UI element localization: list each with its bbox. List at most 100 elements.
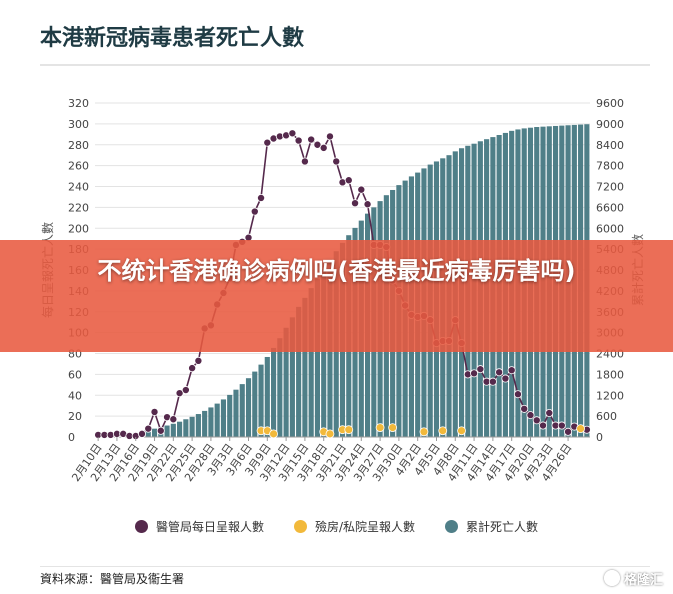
daily-deaths-point — [545, 408, 554, 417]
cumulative-bar — [239, 384, 245, 437]
logo-icon — [603, 570, 620, 586]
daily-deaths-point — [300, 157, 309, 166]
y-tick-label-right: 6000 — [596, 222, 624, 235]
legend-item-private: 殮房/私院呈報人數 — [293, 518, 415, 535]
cumulative-bar — [195, 414, 201, 437]
daily-deaths-point — [307, 135, 316, 144]
y-tick-label-right: 6600 — [596, 201, 624, 214]
cumulative-bar — [277, 338, 283, 437]
legend-item-daily-deaths: 醫管局每日呈報人數 — [134, 518, 264, 535]
daily-deaths-point — [257, 193, 266, 202]
private-report-point — [388, 423, 398, 433]
legend-swatch-daily-deaths — [134, 520, 148, 533]
legend-swatch-private — [293, 520, 307, 533]
cumulative-bar — [202, 410, 208, 437]
cumulative-bar — [321, 269, 327, 437]
daily-deaths-point — [194, 356, 203, 365]
daily-deaths-point — [263, 138, 272, 147]
y-tick-label-left: 320 — [68, 97, 89, 110]
banner-headline: 不统计香港确诊病例吗(香港最近病毒厉害吗) — [97, 257, 576, 285]
daily-deaths-point — [357, 185, 366, 194]
y-tick-label-right: 600 — [596, 410, 617, 423]
cumulative-bar — [164, 425, 170, 437]
private-report-point — [344, 425, 354, 435]
daily-deaths-point — [520, 404, 529, 413]
cumulative-bar — [208, 407, 214, 437]
y-tick-label-right: 0 — [596, 431, 603, 444]
overlay-banner — [0, 240, 673, 352]
daily-deaths-point — [476, 365, 485, 374]
daily-deaths-point — [150, 407, 159, 416]
daily-deaths-point — [501, 374, 510, 383]
title-divider — [40, 64, 650, 66]
cumulative-bar — [296, 306, 302, 437]
y-tick-label-right: 9000 — [596, 118, 624, 131]
daily-deaths-point — [188, 364, 197, 373]
daily-deaths-point — [175, 389, 184, 398]
daily-deaths-point — [325, 132, 334, 141]
daily-deaths-point — [250, 207, 259, 216]
y-tick-label-left: 60 — [68, 368, 82, 381]
daily-deaths-point — [294, 136, 303, 145]
watermark-logo: 格隆汇 — [603, 566, 663, 590]
private-report-point — [457, 426, 466, 436]
daily-deaths-point — [313, 140, 322, 149]
y-tick-label-right: 7800 — [596, 160, 624, 173]
y-tick-label-right: 8400 — [596, 139, 624, 152]
daily-deaths-point — [156, 426, 165, 435]
daily-deaths-point — [513, 390, 522, 399]
cumulative-bar — [289, 317, 295, 437]
legend-label-daily-deaths: 醫管局每日呈報人數 — [155, 520, 264, 534]
daily-deaths-point — [532, 416, 541, 425]
legend-item-cumulative: 累計死亡人數 — [445, 518, 538, 535]
daily-deaths-point — [495, 368, 504, 377]
y-tick-label-right: 1200 — [596, 389, 624, 402]
cumulative-bar — [271, 347, 277, 437]
cumulative-bar — [145, 430, 151, 437]
source-note: 資料來源：醫管局及衞生署 — [40, 572, 185, 586]
private-report-point — [419, 427, 429, 437]
cumulative-bar — [233, 389, 239, 437]
cumulative-bar — [214, 403, 220, 437]
daily-deaths-point — [144, 424, 153, 433]
cumulative-bar — [170, 423, 176, 437]
daily-deaths-point — [526, 411, 535, 420]
page-title: 本港新冠病毒患者死亡人數 — [40, 26, 305, 51]
legend-label-cumulative: 累計死亡人數 — [466, 520, 539, 534]
cumulative-bar — [189, 416, 195, 437]
daily-deaths-point — [169, 415, 178, 424]
daily-deaths-point — [564, 427, 573, 436]
private-report-point — [375, 423, 385, 433]
cumulative-bar — [258, 364, 264, 437]
y-tick-label-left: 0 — [68, 431, 75, 444]
cumulative-bar — [245, 378, 252, 437]
daily-deaths-point — [539, 421, 548, 430]
cumulative-bar — [283, 327, 289, 437]
source-divider — [40, 566, 650, 567]
y-tick-label-left: 40 — [68, 389, 82, 402]
private-report-point — [269, 429, 278, 439]
y-tick-label-left: 20 — [68, 410, 82, 423]
daily-deaths-point — [557, 421, 566, 430]
daily-deaths-point — [288, 129, 297, 138]
y-tick-label-left: 220 — [68, 201, 89, 214]
y-tick-label-right: 9600 — [596, 97, 624, 110]
y-tick-label-right: 1800 — [596, 368, 624, 381]
daily-deaths-point — [332, 157, 341, 166]
cumulative-bar — [308, 288, 314, 437]
y-tick-label-left: 260 — [68, 160, 89, 173]
cumulative-bar — [151, 428, 158, 437]
daily-deaths-point — [137, 429, 146, 438]
cumulative-bar — [252, 371, 258, 437]
daily-deaths-point — [507, 366, 516, 375]
cumulative-bar — [264, 356, 270, 437]
y-tick-label-left: 300 — [68, 118, 89, 131]
private-report-point — [325, 429, 335, 439]
logo-label: 格隆汇 — [623, 572, 663, 588]
daily-deaths-point — [344, 176, 353, 185]
private-report-point — [576, 424, 586, 434]
cumulative-bar — [302, 297, 308, 437]
daily-deaths-point — [181, 386, 190, 395]
legend-swatch-cumulative — [445, 520, 459, 533]
daily-deaths-point — [488, 377, 497, 386]
